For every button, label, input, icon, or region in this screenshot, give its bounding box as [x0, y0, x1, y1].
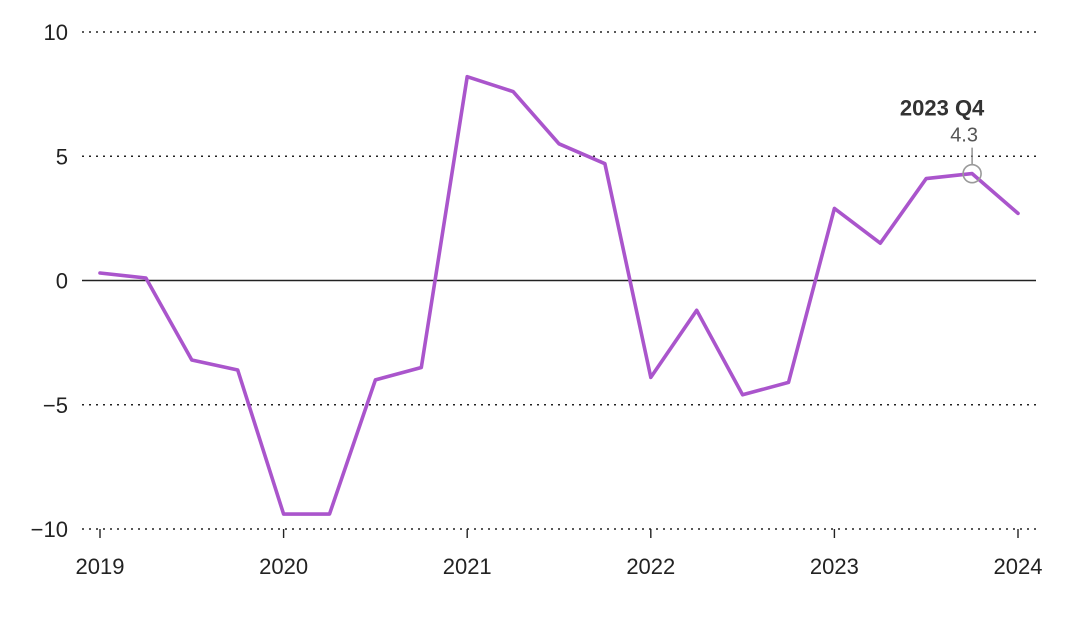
- y-tick-label: −5: [43, 393, 68, 418]
- y-tick-label: 5: [56, 144, 68, 169]
- x-axis: 2019 2020 2021 2022 2023 2024: [76, 529, 1043, 579]
- series-line-0: [98, 74, 1020, 516]
- y-tick-label: 10: [44, 20, 68, 45]
- x-tick-label: 2021: [443, 554, 492, 579]
- annotation-marker: [962, 163, 982, 184]
- x-tick-label: 2024: [994, 554, 1043, 579]
- y-axis: 10 5 0 −5 −10: [31, 20, 68, 542]
- annotation-value: 4.3: [950, 125, 978, 147]
- x-tick-label: 2020: [259, 554, 308, 579]
- y-tick-label: −10: [31, 517, 68, 542]
- series-group: [98, 74, 1020, 516]
- x-tick-label: 2022: [626, 554, 675, 579]
- highlight-annotation: 2023 Q4 4.3: [900, 96, 985, 184]
- x-tick-label: 2023: [810, 554, 859, 579]
- gridlines: [82, 31, 1036, 530]
- x-tick-label: 2019: [76, 554, 125, 579]
- y-tick-label: 0: [56, 269, 68, 294]
- annotation-label: 2023 Q4: [900, 96, 985, 121]
